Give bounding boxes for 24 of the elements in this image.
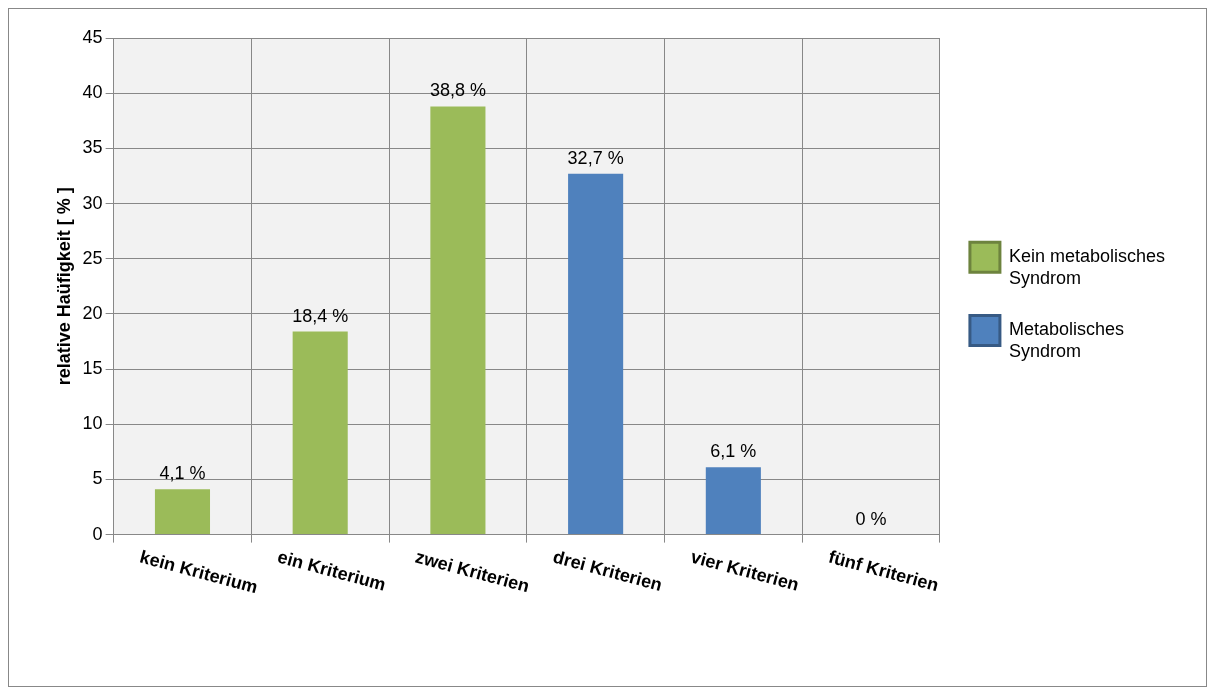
data-label: 38,8 % xyxy=(429,80,486,101)
data-label: 32,7 % xyxy=(567,147,624,168)
bar xyxy=(568,173,624,535)
y-tick-label: 40 xyxy=(82,82,103,103)
bar xyxy=(430,106,486,535)
y-tick-label: 0 xyxy=(92,523,103,544)
bar xyxy=(292,331,348,535)
data-label: 4,1 % xyxy=(159,463,206,484)
y-tick-label: 45 xyxy=(82,26,103,47)
y-tick-label: 30 xyxy=(82,192,103,213)
legend-label: Kein metabolisches Syndrom xyxy=(1008,246,1166,288)
y-tick-label: 5 xyxy=(92,468,103,489)
data-label: 6,1 % xyxy=(710,441,757,462)
data-label: 18,4 % xyxy=(292,305,349,326)
y-tick-label: 20 xyxy=(82,302,103,323)
y-tick-label: 10 xyxy=(82,413,103,434)
y-tick-label: 35 xyxy=(82,137,103,158)
bar xyxy=(705,467,761,535)
legend-label: Metabolisches Syndrom xyxy=(1008,319,1124,362)
bar xyxy=(154,489,211,535)
data-label: 0 % xyxy=(855,508,887,529)
y-tick-label: 25 xyxy=(82,247,103,268)
y-tick-label: 15 xyxy=(82,358,103,379)
y-axis-title: relative Haüfigkeit [ % ] xyxy=(53,187,74,386)
